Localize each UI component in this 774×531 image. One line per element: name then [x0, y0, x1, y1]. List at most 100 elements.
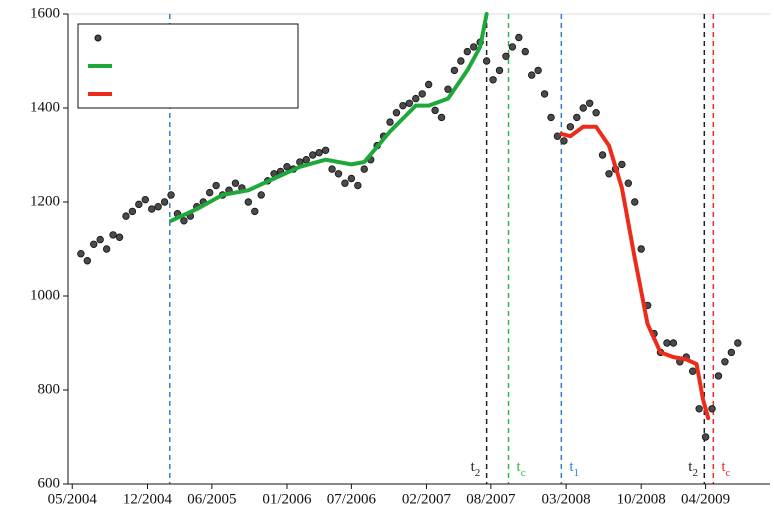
x-tick-label: 12/2004 — [123, 491, 173, 507]
data-point — [528, 71, 536, 79]
marker-label-text: t — [471, 459, 476, 475]
x-tick-label: 06/2005 — [187, 491, 236, 507]
data-point — [463, 47, 472, 56]
marker-label-sub: c — [725, 467, 730, 479]
data-point — [231, 179, 240, 187]
data-point — [102, 245, 111, 253]
data-point — [566, 123, 575, 131]
fit-line — [169, 12, 489, 223]
data-point — [283, 163, 291, 171]
data-point — [115, 233, 124, 241]
fit-line — [559, 124, 711, 421]
data-point — [302, 155, 310, 164]
data-point — [714, 372, 723, 380]
data-point — [734, 339, 742, 347]
marker-label-sub: 1 — [574, 467, 580, 479]
data-point — [328, 165, 336, 173]
data-point — [618, 160, 626, 169]
data-point — [708, 405, 716, 413]
data-point — [315, 148, 323, 157]
data-point — [450, 66, 459, 75]
data-point — [418, 90, 426, 98]
y-tick-label: 1600 — [30, 5, 60, 21]
data-point — [386, 118, 394, 126]
marker-label: tc — [517, 459, 526, 478]
data-point — [160, 198, 169, 206]
data-point — [309, 151, 317, 159]
x-tick-label: 04/2009 — [681, 491, 730, 507]
data-point — [547, 113, 555, 122]
data-point — [579, 104, 587, 112]
x-tick-label: 10/2008 — [617, 491, 666, 507]
data-point — [663, 339, 671, 347]
data-point — [521, 47, 529, 56]
y-tick-label: 800 — [38, 381, 61, 397]
data-point — [637, 245, 645, 253]
data-point — [90, 240, 98, 248]
data-point — [341, 179, 349, 187]
data-point — [154, 202, 162, 211]
data-point — [128, 207, 137, 216]
data-point — [515, 33, 523, 42]
data-point — [392, 108, 401, 117]
marker-label: t1 — [569, 459, 579, 478]
data-point — [141, 195, 149, 204]
data-point — [257, 191, 265, 199]
legend-box — [77, 23, 299, 109]
data-point — [437, 113, 446, 122]
marker-label: t2 — [471, 459, 481, 478]
marker-label-text: t — [688, 459, 693, 475]
data-point — [412, 94, 420, 103]
data-point — [624, 179, 633, 187]
data-point — [96, 235, 104, 244]
data-point — [405, 99, 414, 107]
data-point — [244, 198, 253, 206]
data-point — [431, 106, 439, 115]
x-tick-label: 05/2004 — [48, 491, 98, 507]
x-tick-label: 02/2007 — [402, 491, 452, 507]
marker-label: tc — [721, 459, 730, 478]
data-point — [721, 358, 729, 366]
data-point — [205, 188, 214, 197]
data-point — [399, 101, 407, 110]
data-point — [540, 90, 549, 98]
marker-label-text: t — [569, 459, 574, 475]
data-point — [669, 339, 678, 347]
data-point — [122, 212, 130, 220]
marker-label-sub: c — [521, 467, 526, 479]
data-point — [573, 113, 581, 122]
data-point — [251, 207, 259, 216]
data-point — [444, 85, 452, 93]
data-point — [109, 231, 117, 239]
data-point — [167, 191, 175, 199]
y-tick-label: 1000 — [30, 287, 60, 303]
data-point — [553, 132, 562, 140]
legend — [77, 23, 299, 109]
data-point — [334, 170, 343, 178]
y-tick-label: 600 — [38, 475, 61, 491]
data-point — [502, 52, 510, 60]
y-tick-label: 1200 — [30, 193, 60, 209]
data-point — [83, 257, 92, 265]
data-point — [360, 165, 368, 173]
data-point — [321, 146, 330, 154]
data-point — [689, 367, 697, 375]
marker-label-text: t — [721, 459, 726, 475]
x-tick-label: 03/2008 — [542, 491, 591, 507]
marker-label-sub: 2 — [475, 467, 481, 479]
data-point — [180, 217, 188, 225]
marker-label: t2 — [688, 459, 698, 478]
data-point — [489, 76, 497, 84]
data-point — [212, 181, 220, 190]
x-tick-label: 07/2006 — [327, 491, 377, 507]
data-point — [457, 57, 465, 65]
data-point — [424, 80, 433, 89]
data-point — [592, 108, 600, 117]
legend-marker — [94, 34, 102, 42]
data-point — [495, 66, 504, 75]
data-point — [135, 200, 143, 209]
data-point — [470, 43, 478, 51]
data-point — [598, 151, 607, 159]
marker-label-sub: 2 — [692, 467, 698, 479]
